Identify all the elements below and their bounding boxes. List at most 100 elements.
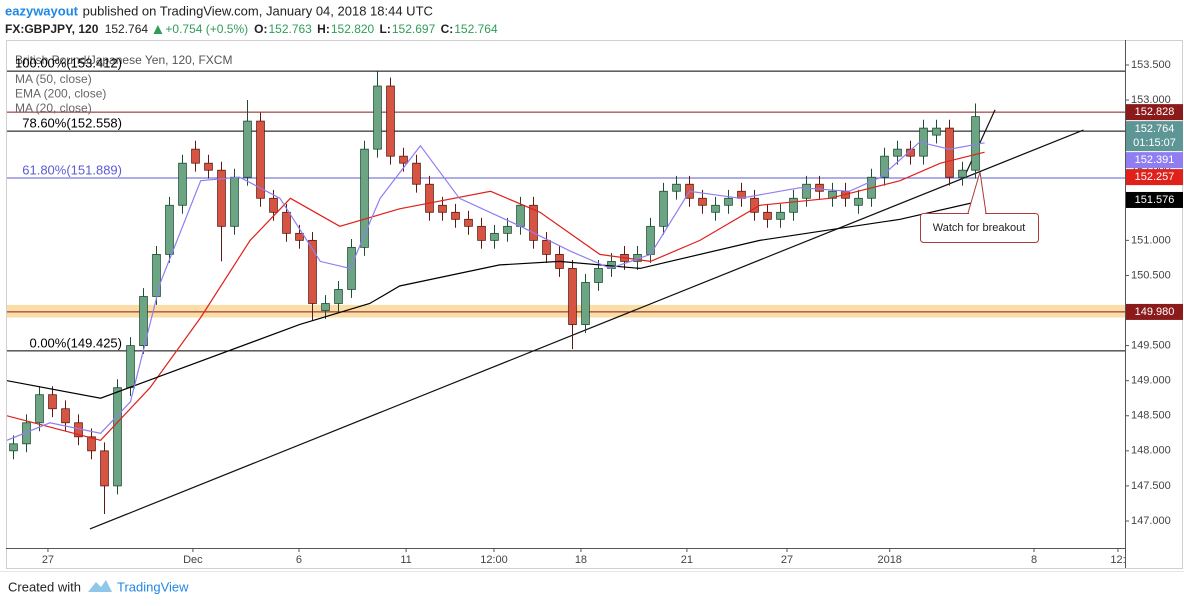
price-badge-label: 152.391 [1135,154,1175,166]
chart-frame [6,40,1183,569]
candle-body [906,148,915,157]
candle-body [815,183,824,192]
candle-body [9,443,18,452]
candle-body [399,155,408,164]
candle-body [594,268,603,283]
x-tick-label: 18 [575,554,587,566]
candle-body [61,408,70,424]
candle-body [828,190,837,199]
candle-body [659,190,668,227]
candle-body [191,148,200,164]
y-tick-label: 147.000 [1131,515,1171,527]
candle-body [529,204,538,241]
price-badge-label: 152.257 [1135,171,1175,183]
symbol: FX:GBPJPY, 120 [5,22,99,36]
price-badge-label: 151.576 [1135,194,1175,206]
x-tick-label: 12:00 [480,554,508,566]
y-tick-label: 149.000 [1131,375,1171,387]
y-tick-label: 148.500 [1131,410,1171,422]
candle-body [165,204,174,255]
published-text: published on TradingView.com, January 04… [83,3,433,18]
y-tick-label: 151.000 [1131,234,1171,246]
ohlc-key: C: [441,22,454,36]
price: 152.764 [105,22,149,36]
y-tick-label: 148.000 [1131,445,1171,457]
candle-body [438,204,447,213]
candle-body [126,345,135,389]
x-tick-label: 2018 [877,554,901,566]
candle-body [958,169,967,178]
x-tick-label: Dec [183,554,203,566]
candle-body [893,148,902,157]
fib-label: 78.60%(152.558) [22,116,122,131]
x-tick-label: 27 [42,554,54,566]
ohlc-value: 152.697 [392,22,436,36]
candle-body [256,120,265,199]
y-tick-label: 147.500 [1131,480,1171,492]
up-arrow-icon [153,25,163,34]
price-badge-label: 152.764 [1135,123,1175,135]
candle-body [178,162,187,206]
author[interactable]: eazywayout [5,3,79,18]
candle-body [724,197,733,206]
moving-average [7,141,985,441]
price-badge-label: 149.980 [1135,306,1175,318]
candle-body [750,197,759,213]
callout-text: Watch for breakout [933,222,1026,234]
change: +0.754 (+0.5%) [165,22,248,36]
candle-body [347,246,356,290]
price-badge-label: 152.828 [1135,106,1175,118]
moving-average [7,199,985,399]
ohlc-key: O: [254,22,267,36]
candle-body [321,303,330,311]
footer-created: Created with [8,579,81,594]
candle-body [204,162,213,171]
candle-body [568,268,577,325]
price-badge [1126,303,1183,320]
candle-body [100,450,109,487]
x-tick-label: 21 [681,554,693,566]
candle-body [763,211,772,220]
fib-label: 0.00%(149.425) [29,335,122,350]
fib-label: 100.00%(153.412) [15,56,122,71]
candle-body [789,197,798,213]
footer-brand[interactable]: TradingView [117,579,189,594]
chart-title: British Pound/Japanese Yen, 120, FXCM [15,53,232,67]
ohlc-value: 152.820 [331,22,375,36]
price-badge [1126,169,1183,186]
candle-body [503,225,512,234]
candle-body [776,211,785,220]
legend-entry: MA (20, close) [15,101,92,115]
candle-body [113,387,122,487]
candle-body [490,232,499,241]
candle-body [269,197,278,213]
x-tick-label: 27 [781,554,793,566]
price-badge [1126,191,1183,208]
ohlc-value: 152.764 [454,22,498,36]
candle-body [945,127,954,178]
candle-body [373,85,382,150]
x-tick-label: 6 [296,554,302,566]
price-badge [1126,152,1183,169]
candle-body [282,211,291,234]
candle-body [35,394,44,424]
ohlc-value: 152.763 [268,22,312,36]
candle-body [308,239,317,304]
candle-body [932,127,941,136]
candle-body [386,85,395,157]
x-tick-label: 12: [1110,554,1125,566]
legend-entry: EMA (200, close) [15,87,106,101]
x-tick-label: 8 [1031,554,1037,566]
candle-body [854,197,863,206]
candle-body [672,183,681,192]
plot-area [7,70,1125,530]
candle-body [477,225,486,241]
x-tick-label: 11 [400,554,411,566]
candle-body [425,183,434,213]
candle-body [87,436,96,452]
y-tick-label: 150.500 [1131,269,1171,281]
countdown: 01:15:07 [1133,137,1176,149]
candle-body [802,183,811,199]
